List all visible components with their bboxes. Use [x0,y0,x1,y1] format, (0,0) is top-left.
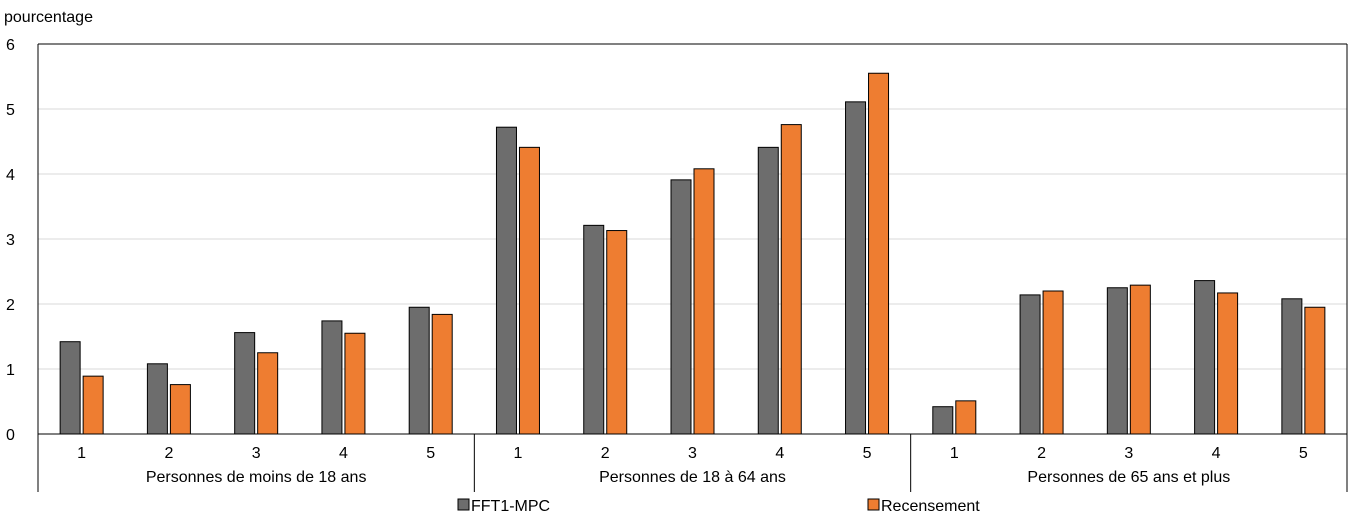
y-tick-label: 6 [6,37,15,54]
bar-fft1-mpc [1194,280,1216,435]
x-tick-label: 3 [688,445,697,462]
x-tick-label: 1 [77,445,86,462]
bar-fft1-mpc [757,146,779,435]
x-tick-label: 2 [601,445,610,462]
legend-label: Recensement [881,498,980,515]
x-tick-label: 5 [863,445,872,462]
x-tick-label: 1 [950,445,959,462]
x-tick-label: 3 [252,445,261,462]
x-tick-label: 2 [164,445,173,462]
bar-fft1-mpc [1019,294,1041,435]
bar-fft1-mpc [321,320,343,435]
y-axis-label: pourcentage [4,9,93,26]
bar-fft1-mpc [1106,287,1128,435]
bar-fft1-mpc [146,363,168,435]
bar-recensement [868,72,890,435]
legend-swatch [457,498,470,511]
bar-recensement [1042,290,1064,435]
bar-recensement [1129,284,1151,435]
x-tick-label: 4 [1212,445,1221,462]
bar-fft1-mpc [59,341,81,435]
bar-recensement [1217,292,1239,435]
x-tick-label: 5 [1299,445,1308,462]
legend-swatch [867,498,880,511]
y-tick-label: 1 [6,362,15,379]
bar-recensement [82,375,104,435]
bar-fft1-mpc [583,224,605,435]
bar-recensement [257,352,279,435]
bar-fft1-mpc [408,306,430,435]
bar-recensement [693,168,715,435]
bar-recensement [606,230,628,435]
bar-fft1-mpc [1281,298,1303,435]
y-tick-label: 3 [6,232,15,249]
y-tick-label: 2 [6,297,15,314]
x-tick-label: 3 [1124,445,1133,462]
bar-fft1-mpc [495,126,517,435]
bar-recensement [169,384,191,435]
x-tick-label: 4 [775,445,784,462]
y-tick-label: 4 [6,167,15,184]
bar-recensement [518,146,540,435]
bar-fft1-mpc [234,332,256,435]
legend-label: FFT1-MPC [471,498,550,515]
bar-recensement [431,313,453,435]
group-label: Personnes de 18 à 64 ans [599,469,786,486]
y-tick-label: 0 [6,427,15,444]
bar-recensement [780,124,802,435]
x-tick-label: 1 [514,445,523,462]
bar-recensement [1304,306,1326,435]
y-tick-label: 5 [6,102,15,119]
bar-recensement [344,332,366,435]
bar-fft1-mpc [932,406,954,435]
group-label: Personnes de moins de 18 ans [146,469,367,486]
group-label: Personnes de 65 ans et plus [1027,469,1230,486]
x-tick-label: 5 [426,445,435,462]
x-tick-label: 4 [339,445,348,462]
bar-fft1-mpc [670,179,692,435]
bar-fft1-mpc [845,101,867,435]
bar-recensement [955,400,977,435]
x-tick-label: 2 [1037,445,1046,462]
